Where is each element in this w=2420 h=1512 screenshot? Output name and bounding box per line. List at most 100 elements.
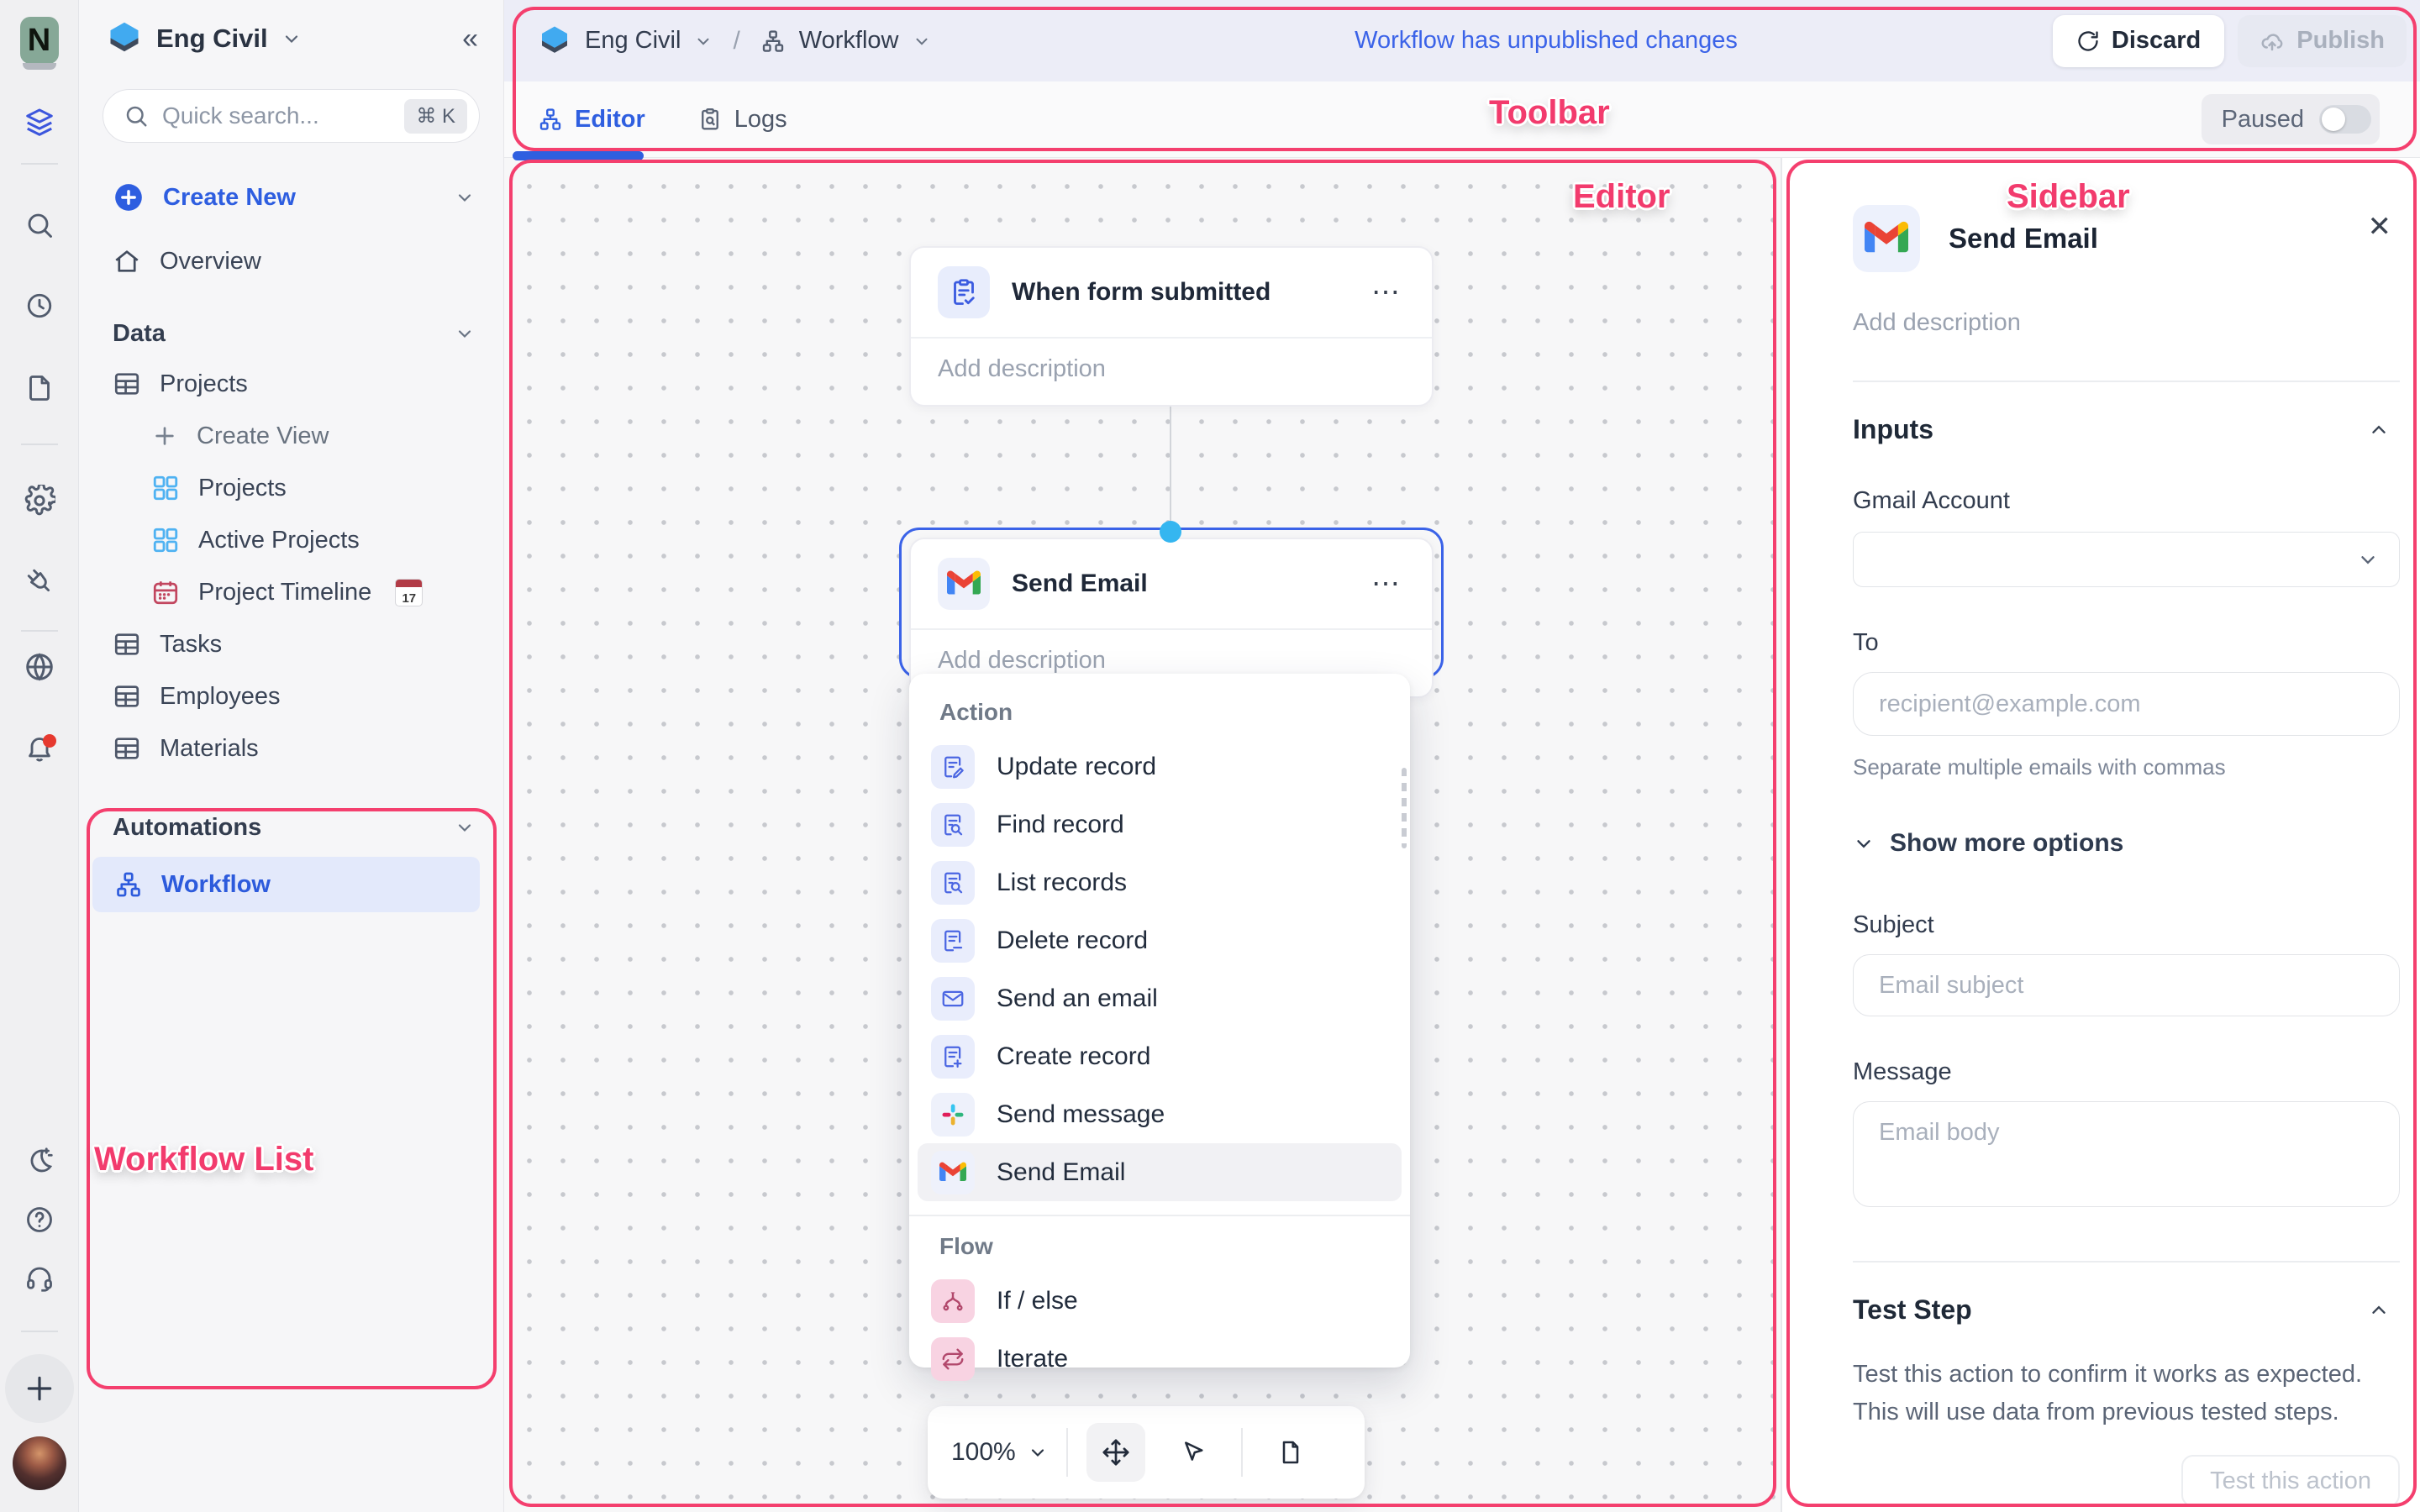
breadcrumb[interactable]: Eng Civil / Workflow (538, 24, 931, 58)
sidebar-item-project-timeline-view[interactable]: Project Timeline 17 (79, 566, 503, 618)
controls-divider (1240, 1428, 1243, 1477)
create-new-label: Create New (163, 183, 296, 211)
history-icon[interactable] (16, 287, 63, 324)
sidebar-item-overview[interactable]: Overview (79, 235, 503, 287)
sidebar-item-tasks-table[interactable]: Tasks (79, 618, 503, 670)
projects-table-label: Projects (160, 370, 248, 397)
show-more-options[interactable]: Show more options (1853, 829, 2400, 858)
menu-item-iterate[interactable]: Iterate (918, 1330, 1402, 1388)
paused-toggle[interactable] (2319, 105, 2371, 134)
sidebar-item-create-view[interactable]: Create View (79, 410, 503, 462)
gmail-account-select[interactable] (1853, 532, 2400, 587)
menu-item-create-record[interactable]: Create record (918, 1027, 1402, 1085)
sidebar-item-active-projects-view[interactable]: Active Projects (79, 514, 503, 566)
grid-view-icon (153, 528, 178, 553)
chevron-down-icon (1031, 1449, 1044, 1457)
menu-scrollbar[interactable] (1402, 768, 1407, 848)
collapse-sidebar-button[interactable]: « (462, 22, 478, 55)
rail-divider (20, 444, 58, 445)
sidebar-item-projects-table[interactable]: Projects (79, 358, 503, 410)
chevron-down-icon (915, 38, 928, 45)
iterate-icon (931, 1336, 975, 1381)
sidebar-item-workflow[interactable]: Workflow (92, 857, 480, 912)
tab-logs[interactable]: Logs (697, 106, 787, 134)
menu-item-delete-record[interactable]: Delete record (918, 911, 1402, 969)
data-section-header[interactable]: Data (79, 309, 503, 358)
quick-search-input[interactable]: Quick search... ⌘ K (103, 89, 480, 143)
support-icon[interactable] (16, 1260, 63, 1297)
notes-button[interactable] (1261, 1423, 1320, 1482)
trigger-node[interactable]: When form submitted ⋯ Add description (909, 246, 1434, 407)
panel-description[interactable]: Add description (1853, 309, 2021, 336)
select-tool-button[interactable] (1164, 1423, 1223, 1482)
trigger-node-description[interactable]: Add description (911, 337, 1432, 405)
menu-item-send-an-email[interactable]: Send an email (918, 969, 1402, 1027)
trigger-node-menu[interactable]: ⋯ (1371, 276, 1402, 308)
action-node-menu[interactable]: ⋯ (1371, 568, 1402, 600)
sidebar-item-materials-table[interactable]: Materials (79, 722, 503, 774)
menu-divider (909, 1215, 1410, 1216)
pan-tool-button[interactable] (1086, 1423, 1145, 1482)
create-new-button[interactable]: Create New (79, 171, 503, 223)
cloud-upload-icon (2261, 33, 2283, 50)
notifications-icon[interactable] (16, 729, 63, 766)
tab-editor[interactable]: Editor (538, 106, 645, 134)
close-panel-button[interactable]: ✕ (2367, 211, 2392, 243)
inputs-section-header[interactable]: Inputs (1853, 414, 2400, 445)
menu-item-send-email[interactable]: Send Email (918, 1143, 1402, 1201)
publish-button[interactable]: Publish (2238, 14, 2407, 67)
chevron-up-icon (2372, 1305, 2386, 1314)
menu-item-label: Create record (997, 1042, 1151, 1070)
delete-record-icon (931, 918, 975, 963)
automations-section-header[interactable]: Automations (79, 803, 503, 852)
action-node-header: Send Email ⋯ (911, 539, 1432, 628)
plus-icon (155, 427, 174, 445)
search-icon[interactable] (16, 207, 63, 244)
toggle-knob (2322, 108, 2345, 131)
document-icon[interactable] (16, 370, 63, 407)
find-record-icon (931, 802, 975, 847)
subject-input[interactable] (1853, 954, 2400, 1016)
add-base-button[interactable] (4, 1354, 74, 1423)
workflow-label: Workflow (161, 870, 271, 898)
controls-divider (1065, 1428, 1068, 1477)
settings-icon[interactable] (16, 482, 63, 519)
action-node-description[interactable]: Add description (911, 628, 1432, 696)
menu-item-label: Update record (997, 752, 1157, 780)
node-input-port[interactable] (1160, 521, 1181, 543)
theme-toggle-icon[interactable] (16, 1142, 63, 1179)
zoom-level-dropdown[interactable]: 100% (951, 1438, 1048, 1467)
test-step-section-header[interactable]: Test Step (1853, 1294, 2400, 1326)
to-input[interactable] (1853, 672, 2400, 736)
workflow-canvas[interactable]: When form submitted ⋯ Add description Se… (504, 158, 1781, 1512)
panel-title: Send Email (1949, 223, 2098, 254)
sidebar-item-employees-table[interactable]: Employees (79, 670, 503, 722)
menu-item-label: Send an email (997, 984, 1158, 1012)
sidebar-item-projects-view[interactable]: Projects (79, 462, 503, 514)
chevron-down-icon (2361, 556, 2375, 564)
user-avatar[interactable] (12, 1436, 66, 1490)
workspace-header[interactable]: Eng Civil « (79, 0, 503, 77)
breadcrumb-page[interactable]: Workflow (798, 27, 899, 54)
workflow-icon (117, 872, 140, 897)
menu-item-label: Send Email (997, 1158, 1126, 1186)
app-logo[interactable]: N (19, 17, 59, 70)
help-icon[interactable] (16, 1201, 63, 1238)
stack-icon[interactable] (16, 104, 63, 141)
test-action-button[interactable]: Test this action (2181, 1455, 2400, 1507)
menu-item-send-message[interactable]: Send message (918, 1085, 1402, 1143)
plugin-icon[interactable] (16, 563, 63, 600)
menu-item-label: List records (997, 868, 1128, 896)
globe-icon[interactable] (16, 648, 63, 685)
menu-item-if-else[interactable]: If / else (918, 1272, 1402, 1330)
workflow-icon (762, 29, 783, 52)
panel-divider (1853, 381, 2400, 382)
menu-item-find-record[interactable]: Find record (918, 795, 1402, 853)
search-icon (126, 106, 147, 127)
gmail-account-label: Gmail Account (1853, 487, 2010, 514)
menu-item-update-record[interactable]: Update record (918, 738, 1402, 795)
menu-item-list-records[interactable]: List records (918, 853, 1402, 911)
breadcrumb-workspace[interactable]: Eng Civil (585, 27, 681, 54)
message-textarea[interactable] (1853, 1101, 2400, 1207)
discard-button[interactable]: Discard (2052, 14, 2225, 67)
